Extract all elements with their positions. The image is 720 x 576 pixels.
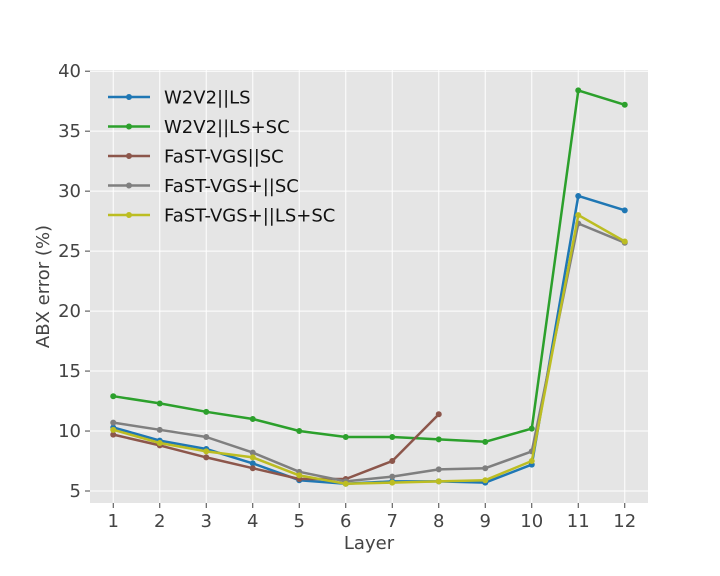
legend-item: FaST-VGS+||LS+SC xyxy=(108,206,335,227)
data-point xyxy=(203,448,210,455)
y-axis-label: ABX error (%) xyxy=(33,225,54,348)
series-lines xyxy=(110,87,628,487)
series-fast-vgs-ls-sc xyxy=(110,212,628,487)
legend-label: FaST-VGS||SC xyxy=(164,147,284,168)
legend-label: W2V2||LS xyxy=(164,88,251,109)
series-line xyxy=(112,213,626,486)
data-point xyxy=(575,192,582,199)
data-point xyxy=(249,449,256,456)
x-tick-label: 5 xyxy=(294,511,305,532)
data-point xyxy=(249,454,256,461)
y-tick-label: 15 xyxy=(58,361,81,382)
y-tick-label: 30 xyxy=(58,181,81,202)
legend-marker xyxy=(126,153,132,159)
data-point xyxy=(575,212,582,219)
data-point xyxy=(342,480,349,487)
data-point xyxy=(110,431,117,438)
series-line xyxy=(113,89,626,444)
data-point xyxy=(435,478,442,485)
data-point xyxy=(528,458,535,465)
data-point xyxy=(435,466,442,473)
data-point xyxy=(575,87,582,94)
x-tick-label: 11 xyxy=(567,511,590,532)
data-point xyxy=(435,436,442,443)
y-tick-label: 20 xyxy=(58,301,81,322)
data-point xyxy=(482,477,489,484)
data-point xyxy=(528,425,535,432)
data-point xyxy=(342,434,349,441)
data-point xyxy=(621,207,628,214)
x-tick-label: 10 xyxy=(520,511,543,532)
y-tick-label: 35 xyxy=(58,121,81,142)
x-tick-label: 1 xyxy=(108,511,119,532)
legend-item: W2V2||LS xyxy=(108,88,251,109)
y-axis-ticks: 5 10 15 20 25 30 35 40 xyxy=(58,61,90,502)
series-w2v2-ls-sc xyxy=(110,87,628,445)
data-point xyxy=(203,408,210,415)
data-point xyxy=(389,473,396,480)
x-tick-label: 12 xyxy=(613,511,636,532)
x-tick-label: 2 xyxy=(154,511,165,532)
legend: W2V2||LS W2V2||LS+SC FaST-VGS||SC FaST-VGS+… xyxy=(108,88,335,227)
legend-item: FaST-VGS+||SC xyxy=(108,176,299,197)
legend-label: W2V2||LS+SC xyxy=(164,117,290,138)
data-point xyxy=(249,416,256,423)
data-point xyxy=(296,472,303,479)
data-point xyxy=(110,393,117,400)
series-line xyxy=(113,413,440,481)
data-point xyxy=(203,454,210,461)
x-axis-ticks: 1 2 3 4 5 6 7 8 9 10 11 12 xyxy=(108,503,636,532)
x-tick-label: 8 xyxy=(433,511,444,532)
data-point xyxy=(296,428,303,435)
data-point xyxy=(110,419,117,426)
data-point xyxy=(621,238,628,245)
legend-marker xyxy=(126,123,132,130)
data-point xyxy=(249,465,256,472)
data-point xyxy=(203,434,210,441)
data-point xyxy=(482,438,489,445)
legend-label: FaST-VGS+||LS+SC xyxy=(164,206,335,227)
legend-label: FaST-VGS+||SC xyxy=(164,176,299,197)
data-point xyxy=(249,460,256,467)
y-tick-label: 10 xyxy=(58,421,81,442)
data-point xyxy=(156,426,163,433)
y-tick-label: 5 xyxy=(70,481,81,502)
data-point xyxy=(389,458,396,465)
data-point xyxy=(156,440,163,447)
data-point xyxy=(156,400,163,407)
data-point xyxy=(110,426,117,433)
x-tick-label: 6 xyxy=(340,511,351,532)
data-point xyxy=(482,465,489,472)
legend-marker xyxy=(126,182,132,189)
x-tick-label: 9 xyxy=(480,511,491,532)
data-point xyxy=(389,479,396,486)
legend-marker xyxy=(126,212,132,218)
x-tick-label: 4 xyxy=(247,511,258,532)
data-point xyxy=(435,411,442,418)
grid-lines xyxy=(90,70,648,503)
y-tick-label: 25 xyxy=(58,241,81,262)
legend-item: W2V2||LS+SC xyxy=(108,117,290,138)
legend-item: FaST-VGS||SC xyxy=(108,147,284,168)
y-tick-label: 40 xyxy=(58,61,81,82)
legend-marker xyxy=(126,94,132,100)
x-tick-label: 7 xyxy=(387,511,398,532)
x-axis-label: Layer xyxy=(344,533,395,554)
data-point xyxy=(389,434,396,441)
x-tick-label: 3 xyxy=(201,511,212,532)
data-point xyxy=(621,101,628,108)
